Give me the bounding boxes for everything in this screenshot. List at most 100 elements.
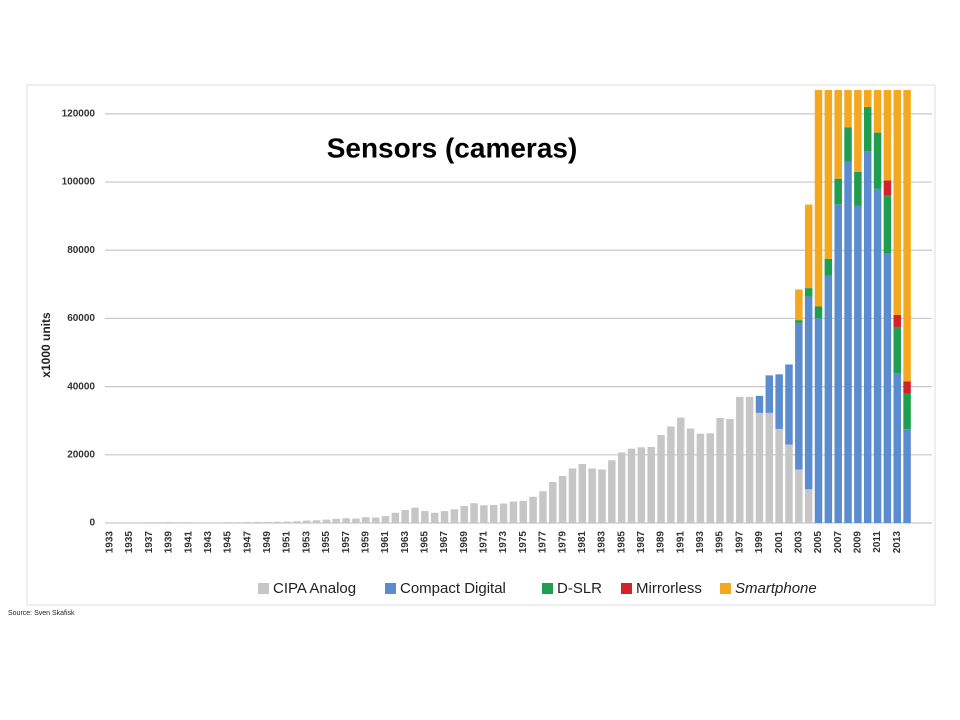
- x-tick-label: 1967: [439, 531, 450, 554]
- legend-label: CIPA Analog: [273, 580, 356, 597]
- legend-swatch: [385, 583, 396, 594]
- x-tick-label: 1939: [164, 531, 175, 554]
- bar-segment: [824, 275, 833, 523]
- x-tick-label: 1981: [577, 531, 588, 554]
- bar-segment: [863, 90, 872, 108]
- bar-segment: [814, 318, 823, 523]
- bar-segment: [873, 90, 882, 133]
- bar-segment: [785, 364, 793, 445]
- bar-segment: [460, 505, 468, 523]
- x-tick-label: 1953: [301, 531, 312, 554]
- bar-segment: [312, 520, 321, 523]
- x-tick-label: 1941: [183, 531, 194, 554]
- bar-segment: [863, 151, 872, 523]
- x-tick-label: 1957: [341, 531, 352, 554]
- chart-title: Sensors (cameras): [327, 132, 578, 163]
- source: Source: Sven Skafisk: [8, 610, 75, 617]
- bar-segment: [293, 521, 301, 523]
- bar-segment: [883, 253, 892, 523]
- bar-segment: [696, 433, 705, 523]
- bar-segment: [834, 90, 842, 179]
- x-tick-label: 1971: [479, 531, 490, 554]
- bar-segment: [873, 132, 882, 189]
- bar-segment: [440, 511, 449, 523]
- x-tick-label: 1995: [715, 531, 726, 554]
- chart-frame: [26, 84, 936, 606]
- x-tick-label: 1977: [538, 531, 549, 554]
- x-tick-label: 1987: [636, 531, 647, 554]
- bar-segment: [332, 518, 341, 523]
- legend-label: Compact Digital: [400, 580, 506, 597]
- bar-segment: [214, 522, 222, 523]
- bar-segment: [588, 468, 596, 523]
- x-tick-label: 1961: [380, 531, 391, 554]
- legend-swatch: [621, 583, 632, 594]
- bar-segment: [765, 375, 774, 413]
- bar-segment: [686, 428, 695, 523]
- bar-segment: [381, 516, 390, 523]
- x-tick-label: 1999: [754, 531, 765, 554]
- bar-segment: [578, 464, 587, 523]
- x-tick-label: 1979: [557, 531, 568, 554]
- x-tick-label: 1943: [203, 531, 214, 554]
- bar-segment: [893, 90, 901, 316]
- bar-segment: [804, 204, 813, 289]
- y-tick-label: 120000: [62, 109, 96, 120]
- x-tick-label: 1951: [282, 531, 293, 554]
- bar-segment: [785, 444, 793, 523]
- bar-segment: [273, 521, 281, 523]
- x-tick-label: 1997: [734, 531, 745, 554]
- bar-segment: [637, 447, 646, 523]
- bar-segment: [844, 90, 852, 128]
- bar-segment: [795, 289, 803, 321]
- bar-segment: [726, 419, 734, 523]
- bar-segment: [824, 90, 833, 259]
- bar-segment: [854, 90, 862, 172]
- bar-segment: [204, 522, 213, 523]
- bar-segment: [352, 518, 360, 523]
- x-tick-label: 1969: [459, 531, 470, 554]
- bar-segment: [706, 433, 714, 523]
- bar-segment: [667, 426, 675, 523]
- bar-segment: [155, 522, 163, 523]
- bar-segment: [804, 296, 813, 490]
- x-tick-label: 1933: [105, 531, 116, 554]
- bar-segment: [854, 171, 862, 206]
- bar-segment: [814, 90, 823, 307]
- y-tick-label: 80000: [67, 245, 95, 256]
- x-tick-label: 1945: [223, 531, 234, 554]
- x-tick-label: 2007: [833, 531, 844, 554]
- bar-segment: [401, 510, 409, 523]
- x-tick-label: 1937: [144, 531, 155, 554]
- bar-segment: [617, 452, 626, 523]
- bar-segment: [450, 509, 459, 523]
- x-tick-label: 1963: [400, 531, 411, 554]
- bar-segment: [539, 491, 547, 523]
- bar-segment: [608, 460, 616, 523]
- bar-segment: [883, 180, 892, 196]
- bar-segment: [480, 505, 488, 523]
- bar-segment: [844, 161, 852, 523]
- bar-segment: [194, 522, 203, 523]
- bar-segment: [795, 320, 803, 323]
- bar-segment: [893, 315, 901, 327]
- bar-segment: [883, 195, 892, 254]
- bar-segment: [676, 417, 685, 523]
- bar-segment: [342, 518, 350, 523]
- x-tick-label: 2003: [793, 531, 804, 554]
- x-tick-label: 2001: [774, 531, 785, 554]
- x-tick-label: 2011: [872, 531, 883, 553]
- bar-segment: [243, 522, 252, 523]
- bar-segment: [125, 522, 134, 523]
- bar-segment: [598, 469, 606, 523]
- x-tick-label: 1983: [597, 531, 608, 554]
- bar-segment: [883, 90, 892, 181]
- bar-segment: [430, 512, 439, 523]
- bar-segment: [529, 496, 537, 523]
- bar-segment: [863, 107, 872, 152]
- bar-segment: [391, 512, 400, 523]
- y-tick-label: 100000: [62, 177, 96, 188]
- x-tick-label: 1949: [262, 531, 273, 554]
- bar-segment: [489, 504, 498, 523]
- bar-segment: [647, 446, 655, 523]
